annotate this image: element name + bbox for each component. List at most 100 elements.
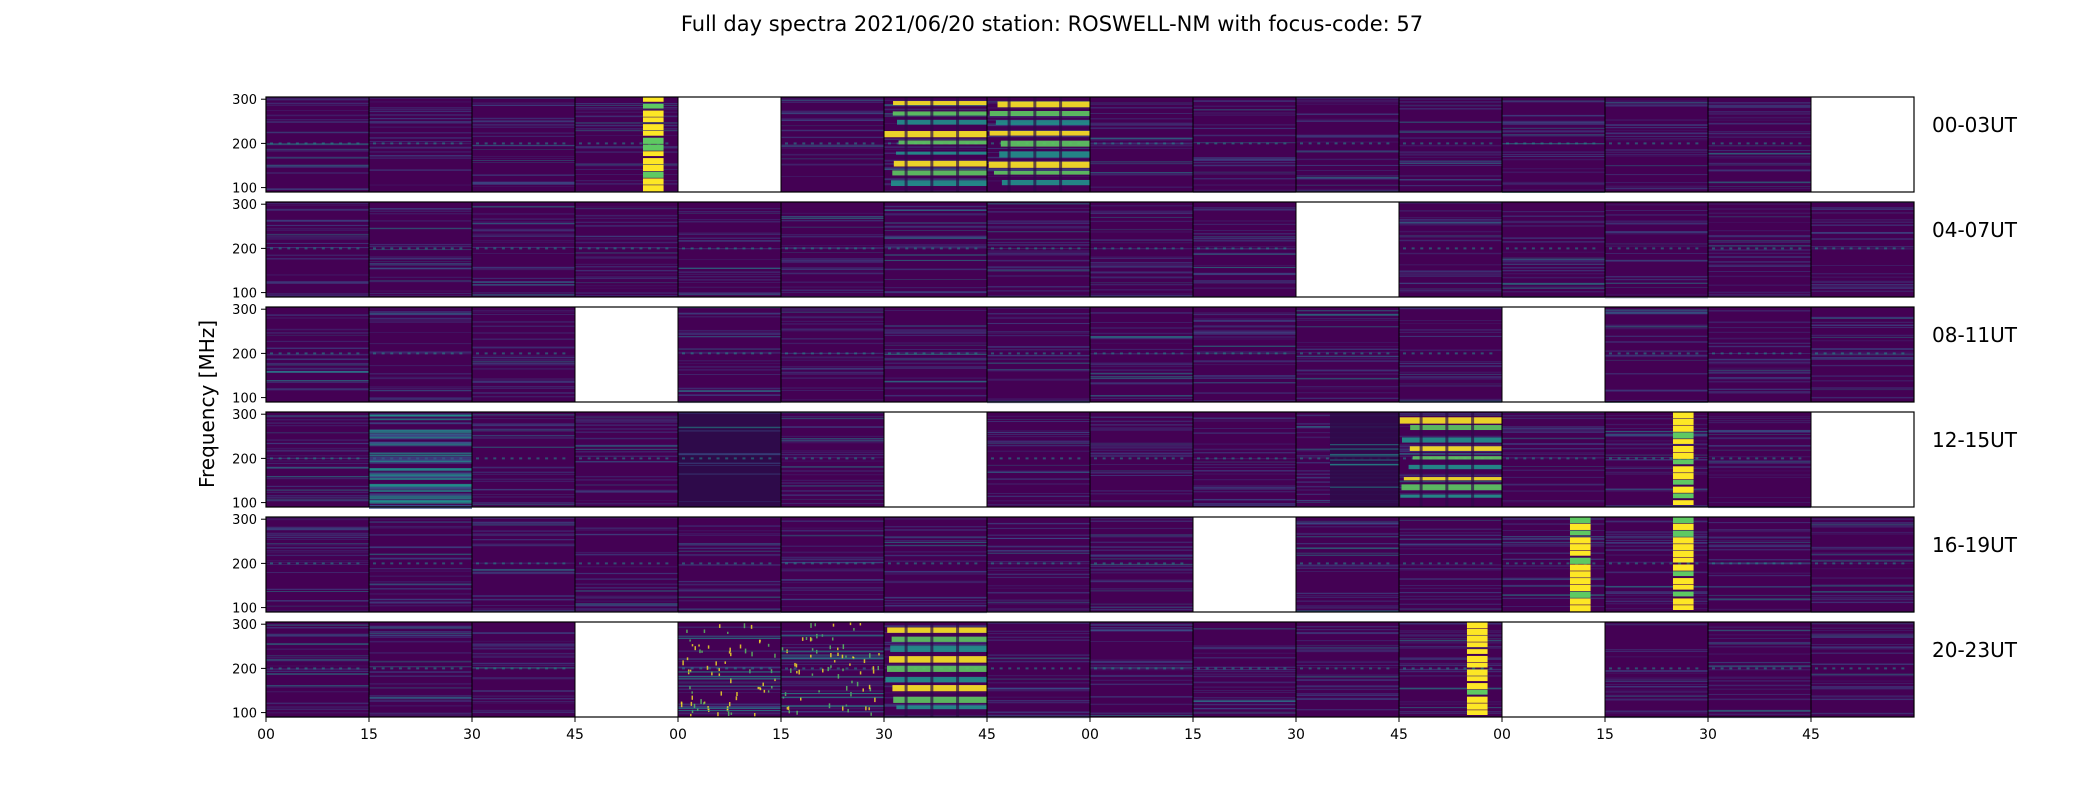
carrier-dot	[1626, 457, 1630, 460]
spectral-line	[369, 281, 472, 283]
carrier-dot	[416, 562, 420, 565]
interference-burst	[767, 690, 770, 693]
carrier-dot	[1772, 142, 1776, 145]
spectral-line	[1399, 273, 1502, 275]
spectral-line	[1708, 661, 1811, 663]
spectral-line	[1605, 399, 1708, 401]
spectral-line	[1090, 327, 1193, 329]
spectral-line	[1193, 272, 1296, 275]
carrier-dot	[1128, 352, 1132, 355]
interference-band	[993, 170, 1090, 175]
carrier-dot	[630, 142, 634, 145]
carrier-dot	[1094, 247, 1097, 250]
carrier-dot	[501, 667, 505, 670]
carrier-dot	[785, 457, 788, 460]
panel-background	[575, 412, 678, 507]
spectral-line	[1605, 389, 1708, 391]
spectral-line	[884, 602, 987, 604]
spectral-line	[1605, 473, 1708, 475]
spectral-line	[1296, 676, 1399, 678]
spectral-line	[575, 214, 678, 217]
spectral-line	[1605, 712, 1708, 714]
spectral-line	[781, 502, 884, 505]
spectral-line	[1811, 633, 1914, 635]
spectral-line	[781, 654, 884, 656]
spectral-line	[1193, 112, 1296, 114]
spectral-line	[781, 154, 884, 156]
spectral-line	[781, 545, 884, 548]
spectral-line	[1399, 712, 1502, 714]
spectral-line	[1296, 150, 1399, 152]
carrier-dot	[1042, 457, 1046, 460]
carrier-dot	[1154, 562, 1158, 565]
spectral-line	[884, 362, 987, 364]
carrier-dot	[1884, 352, 1888, 355]
spectral-line	[1296, 597, 1399, 598]
carrier-dot	[1034, 457, 1038, 460]
spectral-line	[884, 625, 987, 627]
noise-band	[369, 505, 472, 508]
spectral-line	[1708, 629, 1811, 632]
spectral-line	[781, 534, 884, 537]
interference-burst	[718, 673, 721, 677]
spectral-line	[1811, 212, 1914, 214]
carrier-dot	[1145, 247, 1149, 250]
carrier-dot	[1652, 562, 1656, 565]
spectral-line	[266, 119, 369, 121]
spectral-line	[781, 311, 884, 313]
carrier-dot	[845, 667, 849, 670]
carrier-dot	[1489, 352, 1493, 355]
spectral-line	[369, 398, 472, 400]
carrier-dot	[1463, 247, 1467, 250]
carrier-dot	[1746, 667, 1750, 670]
spectral-line	[1502, 558, 1605, 561]
spectral-line	[1090, 248, 1193, 250]
spectral-line	[1502, 585, 1605, 587]
spectral-line	[472, 473, 575, 475]
panel-background	[1193, 202, 1296, 297]
spectral-line	[472, 530, 575, 532]
carrier-dot	[913, 562, 917, 565]
spectral-line	[1605, 243, 1708, 245]
carrier-dot	[1111, 457, 1115, 460]
spectral-line	[1193, 159, 1296, 162]
spectral-line	[678, 360, 781, 362]
spectral-line	[472, 648, 575, 650]
spectral-line	[1090, 332, 1193, 334]
spectral-line	[1399, 591, 1502, 594]
spectral-line	[575, 103, 678, 105]
spectral-line	[1502, 220, 1605, 223]
spectral-line	[1708, 548, 1811, 551]
interference-column	[642, 137, 664, 144]
spectral-line	[781, 338, 884, 340]
spectral-line	[781, 212, 884, 214]
spectral-line	[1502, 536, 1605, 538]
interference-burst	[770, 669, 773, 674]
spectral-line	[1708, 322, 1811, 324]
spectral-line	[1502, 431, 1605, 433]
carrier-dot	[690, 352, 694, 355]
spectral-line	[1399, 164, 1502, 166]
carrier-dot	[1686, 667, 1690, 670]
spectral-line	[1708, 162, 1811, 165]
spectral-line	[781, 439, 884, 441]
carrier-dot	[1008, 457, 1012, 460]
spectral-line	[369, 525, 472, 527]
spectral-line	[575, 115, 678, 118]
spectrum-panel	[677, 411, 782, 508]
carrier-dot	[1737, 247, 1741, 250]
spectral-line	[1708, 102, 1811, 104]
spectral-line	[884, 600, 987, 602]
carrier-dot	[845, 457, 849, 460]
spectral-line	[1399, 670, 1502, 673]
interference-burst	[859, 671, 862, 675]
spectral-line	[266, 495, 369, 497]
spectral-line	[1399, 538, 1502, 540]
spectral-line	[1296, 136, 1399, 138]
interference-band	[989, 130, 1090, 136]
spectral-line	[884, 704, 987, 706]
carrier-dot	[424, 247, 428, 250]
carrier-dot	[742, 247, 746, 250]
gap-column	[1007, 97, 1011, 192]
spectral-line	[1090, 558, 1193, 560]
